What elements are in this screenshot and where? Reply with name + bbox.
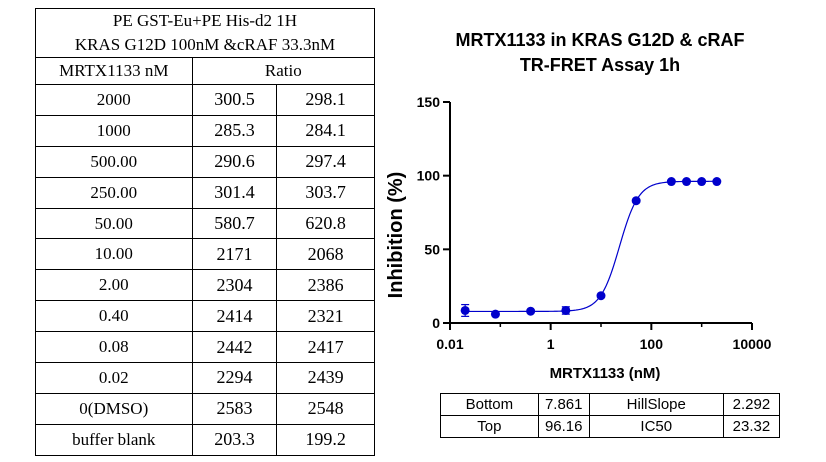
data-point [561, 305, 571, 315]
data-point [682, 177, 692, 187]
y-tick-label: 100 [417, 168, 441, 184]
x-tick-label: 100 [640, 336, 664, 352]
table-row: 0.40 2414 2321 [35, 300, 375, 333]
x-tick-label: 0.01 [436, 336, 463, 352]
table-row: buffer blank 203.3 199.2 [35, 423, 375, 456]
concentration-cell: buffer blank [35, 423, 193, 456]
y-tick-label: 0 [432, 315, 440, 331]
table-title-line-1: PE GST-Eu+PE His-d2 1H [35, 8, 375, 33]
table-row: 0(DMSO) 2583 2548 [35, 392, 375, 425]
ratio-2-cell: 2417 [276, 331, 375, 364]
ratio-1-cell: 290.6 [191, 145, 278, 178]
hillslope-label: HillSlope [588, 393, 724, 416]
fit-row-2: Top 96.16 IC50 23.32 [440, 415, 781, 438]
table-row: 2.00 2304 2386 [35, 269, 375, 302]
ratio-1-cell: 2583 [191, 392, 278, 425]
x-axis-label: MRTX1133 (nM) [550, 365, 661, 382]
concentration-cell: 0.40 [35, 300, 193, 333]
ratio-1-cell: 2414 [191, 300, 278, 333]
ratio-2-cell: 2548 [276, 392, 375, 425]
fit-curve [465, 180, 717, 313]
data-point [712, 177, 722, 187]
data-point [526, 306, 536, 316]
ratio-1-cell: 2442 [191, 331, 278, 364]
ratio-2-cell: 298.1 [276, 84, 375, 116]
concentration-cell: 0.02 [35, 362, 193, 394]
concentration-cell: 50.00 [35, 207, 193, 240]
table-title-line-2: KRAS G12D 100nM &cRAF 33.3nM [35, 33, 375, 58]
chart-title-line-2: TR-FRET Assay 1h [520, 55, 680, 75]
top-value: 96.16 [537, 415, 590, 438]
ratio-1-cell: 2294 [191, 362, 278, 394]
concentration-cell: 250.00 [35, 176, 193, 209]
ratio-2-cell: 303.7 [276, 176, 375, 209]
ratio-1-cell: 285.3 [191, 114, 278, 147]
fit-parameters-table: Bottom 7.861 HillSlope 2.292 Top 96.16 I… [440, 393, 781, 438]
data-point [460, 305, 470, 315]
hillslope-value: 2.292 [722, 393, 781, 416]
dose-response-chart: MRTX1133 in KRAS G12D & cRAF TR-FRET Ass… [385, 30, 772, 382]
table-header-row: MRTX1133 nM Ratio [35, 57, 376, 85]
concentration-cell: 500.00 [35, 145, 193, 178]
table-row: 2000 300.5 298.1 [35, 84, 375, 116]
table-row: 10.00 2171 2068 [35, 238, 375, 271]
data-point [666, 177, 676, 187]
ratio-1-cell: 580.7 [191, 207, 278, 240]
column-header-ratio: Ratio [191, 57, 376, 85]
table-row: 50.00 580.7 620.8 [35, 207, 375, 240]
data-point [596, 291, 606, 301]
chart-title-line-1: MRTX1133 in KRAS G12D & cRAF [455, 30, 744, 50]
ratio-1-cell: 301.4 [191, 176, 278, 209]
concentration-cell: 2.00 [35, 269, 193, 302]
ratio-1-cell: 2304 [191, 269, 278, 302]
ratio-2-cell: 2068 [276, 238, 375, 271]
table-row: 250.00 301.4 303.7 [35, 176, 375, 209]
ratio-data-table: PE GST-Eu+PE His-d2 1H KRAS G12D 100nM &… [35, 8, 376, 456]
ratio-2-cell: 284.1 [276, 114, 375, 147]
x-tick-label: 10000 [733, 336, 772, 352]
table-row: 0.08 2442 2417 [35, 331, 375, 364]
ratio-2-cell: 2386 [276, 269, 375, 302]
x-tick-label: 1 [547, 336, 555, 352]
table-row: 1000 285.3 284.1 [35, 114, 375, 147]
ratio-2-cell: 620.8 [276, 207, 375, 240]
ic50-label: IC50 [588, 415, 724, 438]
ratio-1-cell: 2171 [191, 238, 278, 271]
data-point [490, 309, 500, 319]
ratio-2-cell: 2321 [276, 300, 375, 333]
ic50-value: 23.32 [722, 415, 781, 438]
table-title-row-1: PE GST-Eu+PE His-d2 1H [35, 8, 375, 33]
ratio-1-cell: 203.3 [191, 423, 278, 456]
concentration-cell: 2000 [35, 84, 193, 116]
concentration-cell: 0(DMSO) [35, 392, 193, 425]
ratio-2-cell: 199.2 [276, 423, 375, 456]
ratio-1-cell: 300.5 [191, 84, 278, 116]
concentration-cell: 1000 [35, 114, 193, 147]
ratio-2-cell: 2439 [276, 362, 375, 394]
data-point [631, 196, 641, 206]
bottom-value: 7.861 [537, 393, 590, 416]
table-row: 0.02 2294 2439 [35, 362, 375, 394]
bottom-label: Bottom [440, 393, 539, 416]
table-row: 500.00 290.6 297.4 [35, 145, 375, 178]
top-label: Top [440, 415, 539, 438]
data-point [697, 177, 707, 187]
y-tick-label: 150 [417, 94, 441, 110]
column-header-concentration: MRTX1133 nM [35, 57, 193, 85]
y-tick-label: 50 [424, 241, 440, 257]
concentration-cell: 10.00 [35, 238, 193, 271]
y-axis-label: Inhibition (%) [385, 172, 407, 299]
table-title-row-2: KRAS G12D 100nM &cRAF 33.3nM [35, 33, 375, 58]
plot-area: 0 50 100 150 0.01 1 100 10000 [417, 94, 772, 352]
concentration-cell: 0.08 [35, 331, 193, 364]
ratio-2-cell: 297.4 [276, 145, 375, 178]
fit-row-1: Bottom 7.861 HillSlope 2.292 [440, 393, 781, 416]
